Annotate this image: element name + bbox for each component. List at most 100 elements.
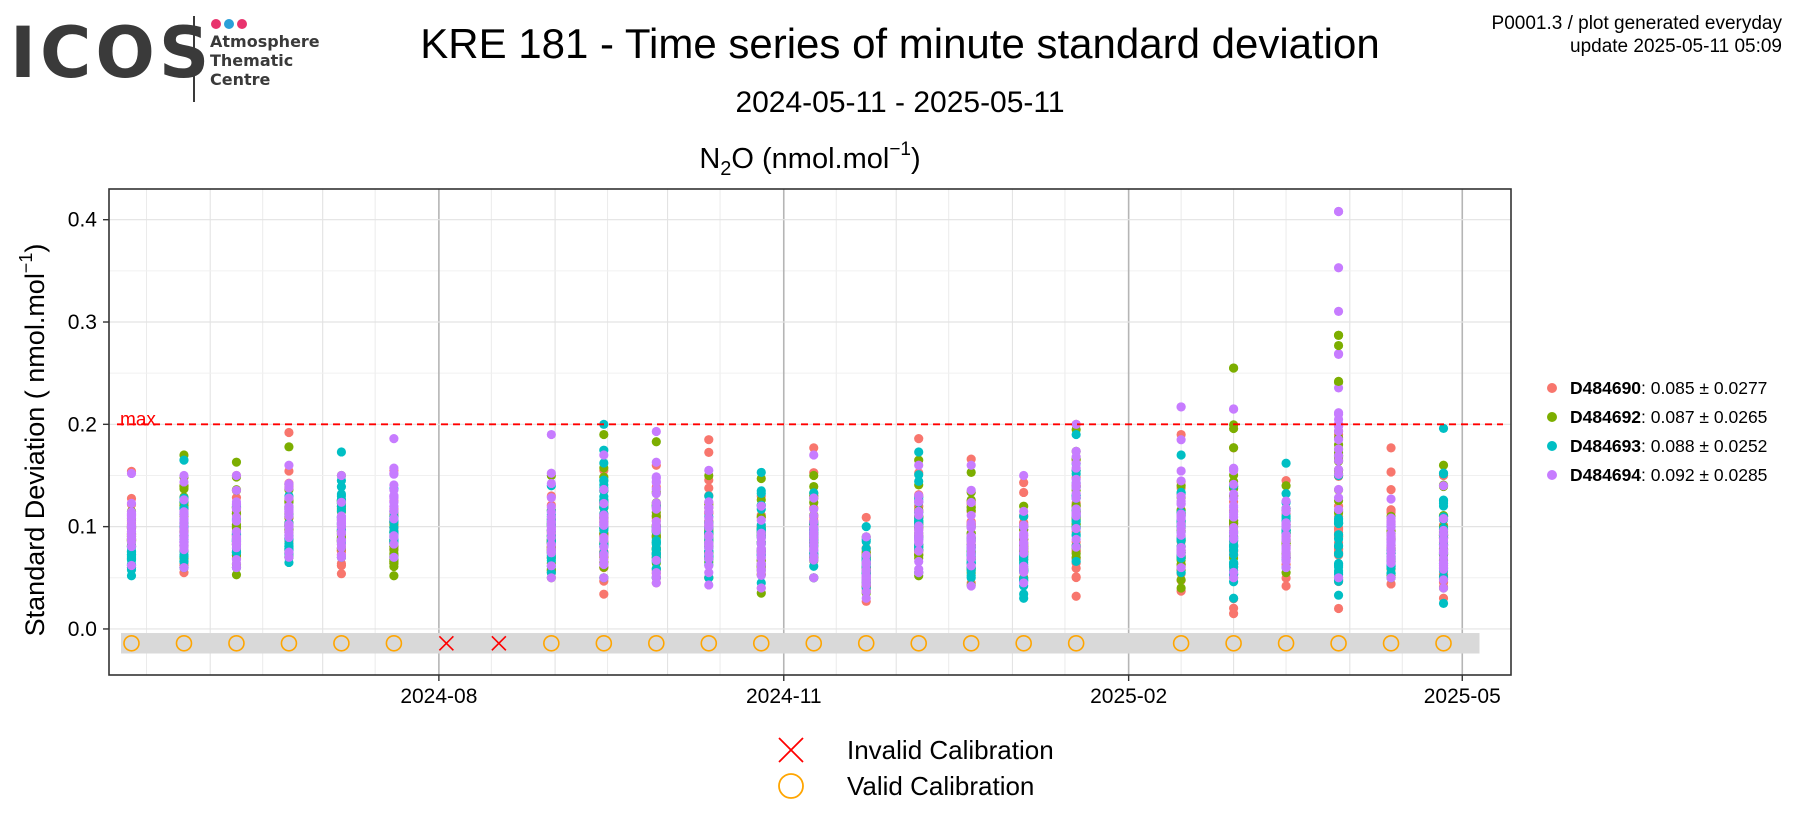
data-point: [179, 484, 189, 494]
data-point: [1176, 491, 1186, 501]
valid-calibration-marker: [228, 634, 245, 652]
data-point: [336, 447, 347, 457]
data-point: [284, 521, 294, 532]
data-point: [336, 470, 347, 481]
data-point: [1071, 429, 1081, 440]
data-point: [809, 493, 819, 503]
plot-info-line: P0001.3 / plot generated everyday: [1491, 13, 1782, 34]
data-point: [1438, 513, 1449, 524]
valid-calibration-marker: [333, 634, 350, 652]
data-point: [599, 589, 609, 599]
valid-calibration-marker: [1067, 634, 1085, 652]
outlier-point: [1333, 206, 1344, 217]
data-point: [1333, 603, 1344, 614]
data-point: [966, 510, 976, 521]
data-point: [1386, 505, 1396, 515]
data-point: [914, 510, 924, 520]
data-point: [546, 478, 556, 489]
plot-info-line: update 2025-05-11 05:09: [1570, 36, 1782, 57]
data-point: [756, 570, 766, 580]
data-point: [809, 554, 819, 564]
data-point: [389, 434, 399, 444]
data-point: [1281, 506, 1291, 517]
data-point: [1228, 593, 1239, 603]
data-point: [284, 442, 294, 452]
valid-calibration-marker: [648, 634, 665, 652]
data-point: [1386, 543, 1396, 553]
data-point: [1071, 523, 1081, 534]
data-point: [599, 532, 609, 542]
data-point: [1333, 444, 1344, 454]
data-point: [1281, 581, 1291, 591]
data-point: [1176, 466, 1186, 476]
data-point: [756, 538, 766, 548]
valid-calibration-marker: [700, 634, 718, 652]
data-point: [756, 545, 766, 555]
data-point: [966, 523, 976, 533]
data-point: [651, 573, 661, 583]
data-point: [1333, 349, 1344, 359]
data-point: [231, 543, 242, 553]
data-point: [599, 519, 609, 530]
data-point: [1176, 499, 1186, 509]
data-point: [1438, 564, 1449, 574]
data-point: [126, 507, 137, 517]
data-point: [651, 502, 661, 513]
outlier-point: [1333, 330, 1344, 340]
minor-gridlines: [109, 189, 1511, 675]
data-point: [1281, 547, 1291, 557]
data-point: [546, 521, 556, 532]
data-point: [179, 507, 189, 517]
data-point: [861, 587, 871, 597]
data-point: [809, 545, 819, 555]
data-point: [599, 542, 609, 552]
invalid-cross-stroke: [438, 635, 454, 651]
valid-calibration-marker: [280, 634, 298, 652]
major-gridlines: [109, 189, 1511, 675]
data-point: [599, 498, 609, 509]
data-point: [284, 529, 294, 539]
data-point: [809, 443, 819, 453]
data-point: [231, 555, 242, 565]
data-point: [809, 504, 819, 514]
data-point: [1438, 575, 1449, 585]
data-point: [651, 426, 661, 437]
y-axis-title: Standard Deviation ( nmol.mol−1): [16, 244, 50, 637]
data-point: [1228, 533, 1239, 543]
data-point: [179, 562, 189, 573]
invalid-calibration-marker: [438, 635, 454, 651]
data-point: [1333, 414, 1344, 424]
data-point: [966, 561, 976, 571]
data-point: [1019, 487, 1029, 498]
data-point: [179, 526, 189, 536]
data-point: [1333, 421, 1344, 431]
data-point: [1228, 559, 1239, 569]
data-point: [1333, 455, 1344, 466]
data-point: [1333, 573, 1344, 583]
data-point: [389, 552, 399, 562]
data-point: [599, 458, 609, 468]
data-point: [1281, 496, 1291, 506]
data-point: [1019, 520, 1029, 530]
data-point: [651, 520, 661, 530]
data-point: [861, 566, 871, 576]
icos-logo: ICOS Atmosphere Thematic Centre: [10, 14, 330, 106]
data-point: [389, 492, 399, 502]
valid-calibration-marker: [123, 634, 140, 652]
data-point: [231, 512, 242, 522]
series-legend: D484690: 0.085 ± 0.0277 D484692: 0.087 ± …: [1547, 378, 1767, 485]
data-point: [231, 485, 242, 496]
data-point: [1333, 383, 1344, 393]
legend-key: [1547, 412, 1557, 422]
data-point: [389, 532, 399, 542]
data-point: [599, 559, 609, 569]
data-point: [704, 465, 714, 475]
data-point: [1176, 575, 1186, 585]
valid-calibration-marker: [543, 634, 560, 652]
data-point: [1176, 523, 1186, 533]
data-point: [231, 504, 242, 514]
data-point: [1333, 306, 1344, 316]
data-point: [1228, 479, 1239, 490]
data-point: [1071, 556, 1081, 567]
data-point: [651, 476, 661, 486]
